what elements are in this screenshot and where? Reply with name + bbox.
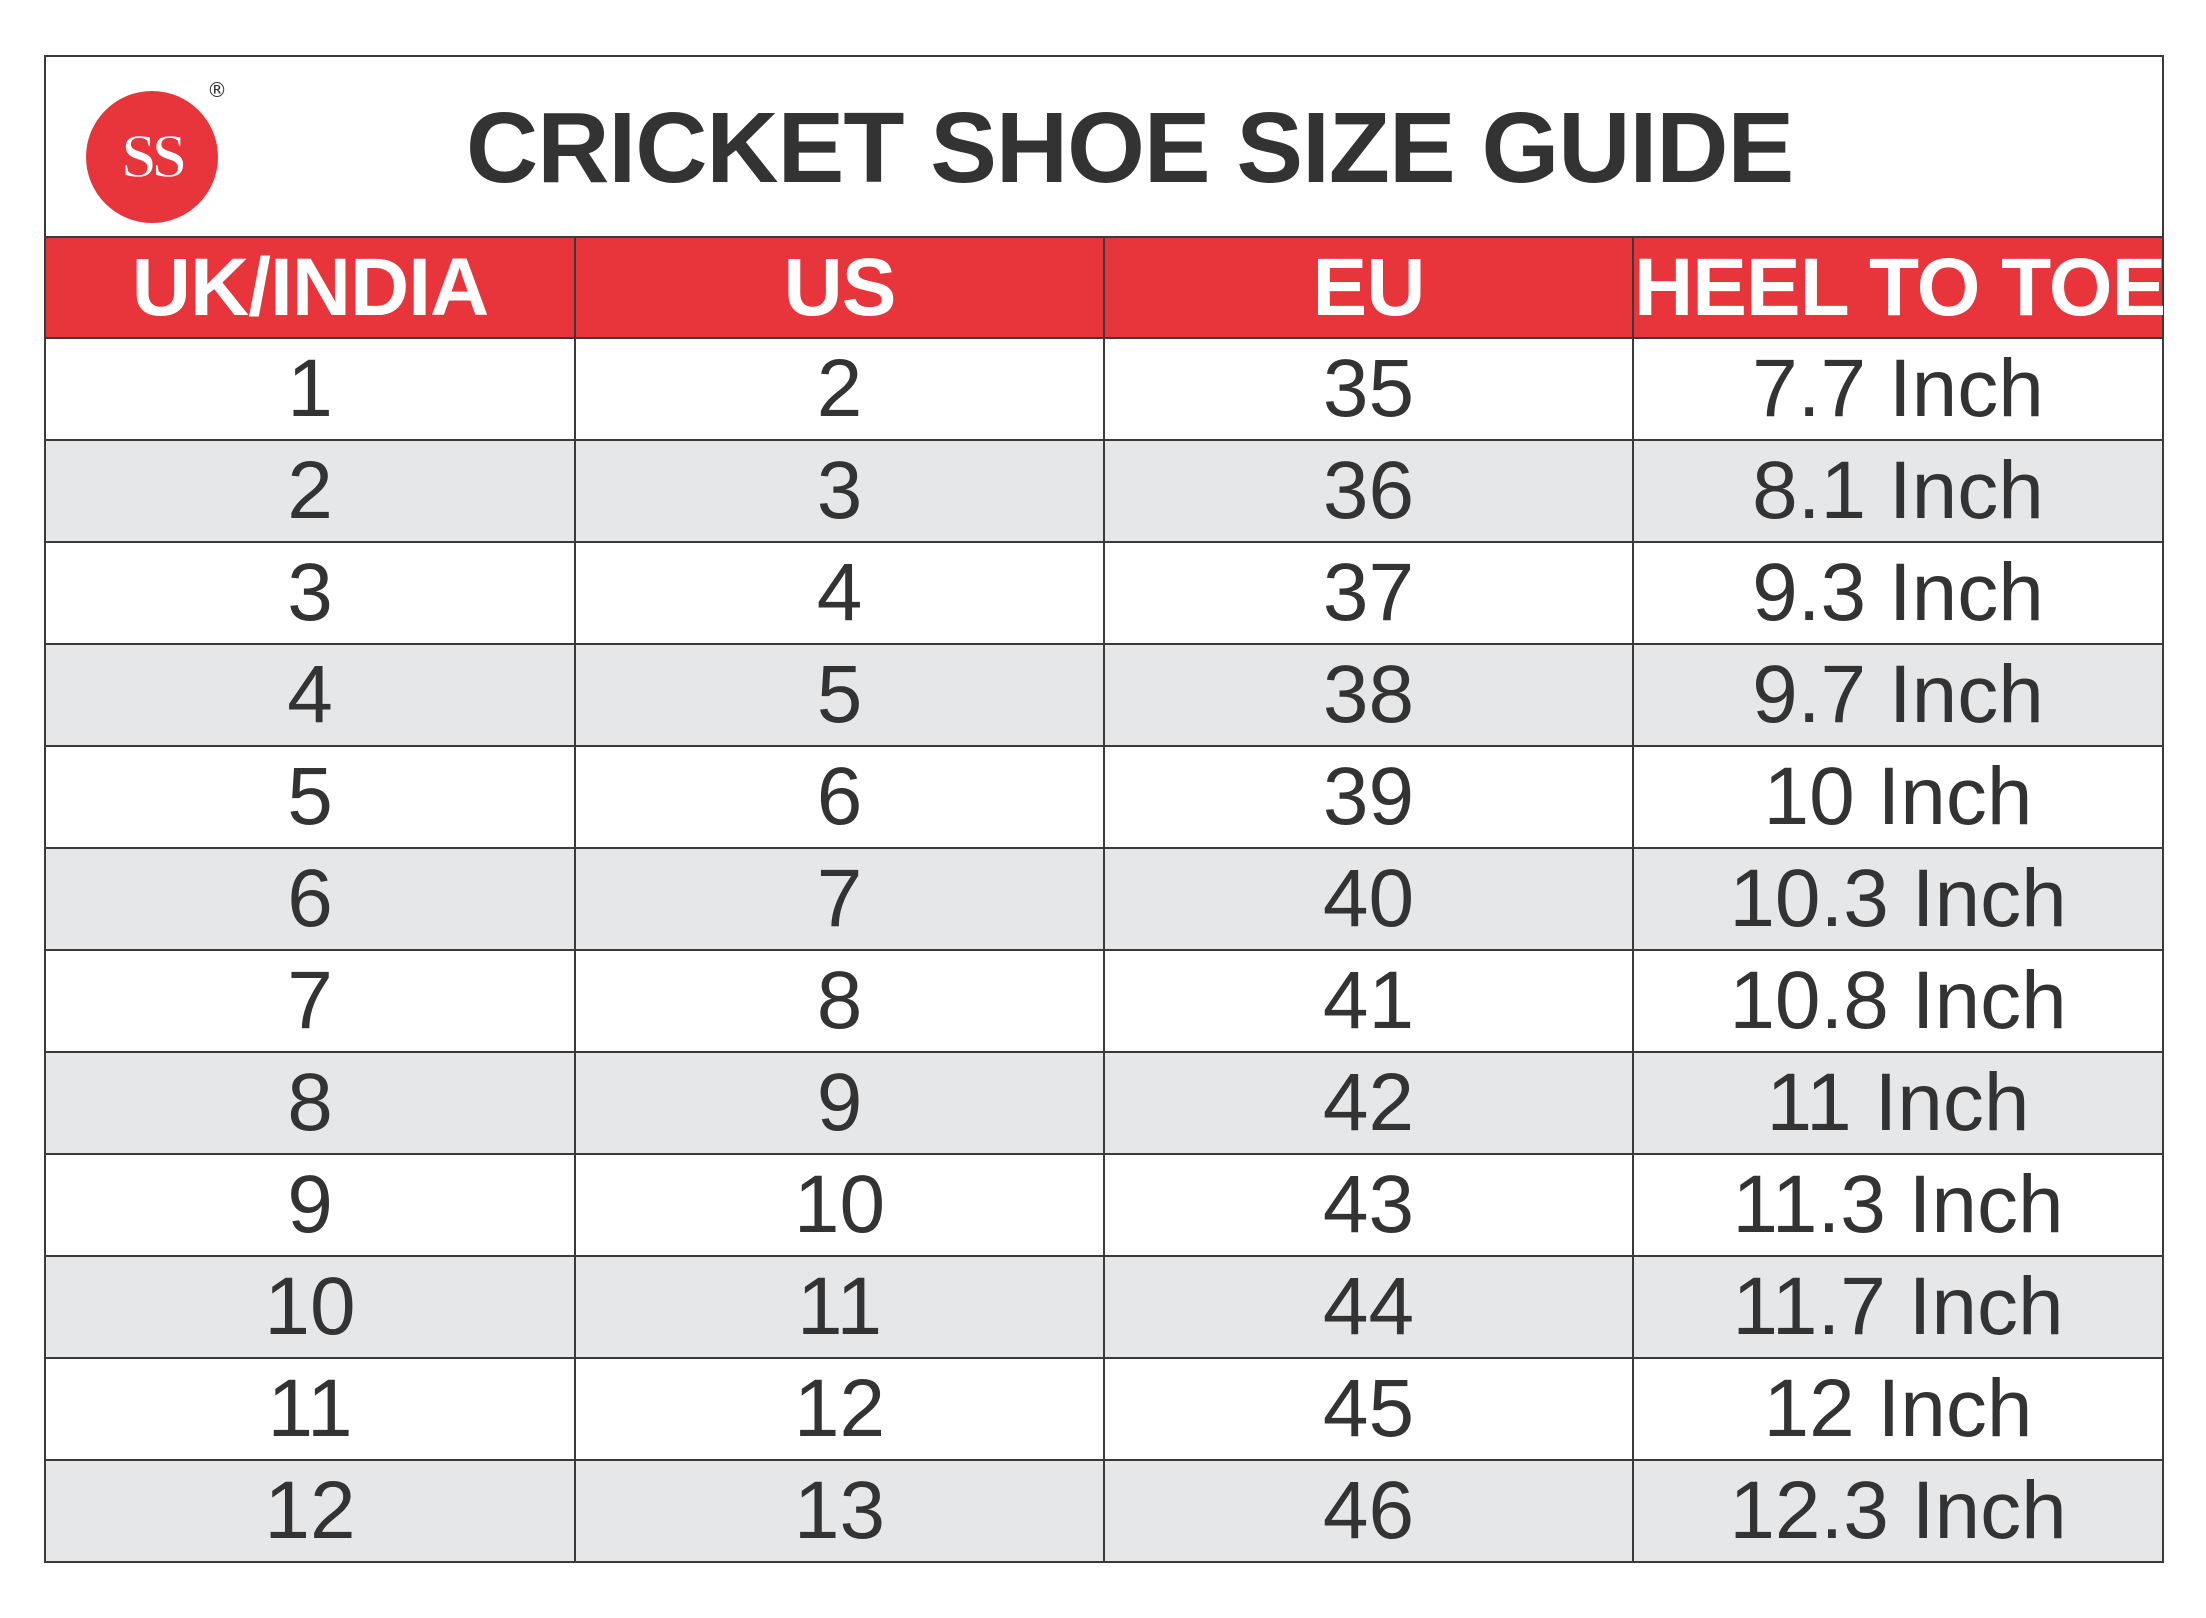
cell-eu: 39 xyxy=(1103,745,1633,848)
cell-heel-to-toe: 10.8 Inch xyxy=(1632,949,2162,1052)
cell-us: 5 xyxy=(574,643,1104,746)
table-row: 6 7 40 10.3 Inch xyxy=(46,847,2162,950)
cell-us: 6 xyxy=(574,745,1104,848)
cell-uk-india: 1 xyxy=(46,337,575,440)
cell-us: 7 xyxy=(574,847,1104,950)
table-row: 9 10 43 11.3 Inch xyxy=(46,1153,2162,1256)
cell-uk-india: 2 xyxy=(46,439,575,542)
table-row: 5 6 39 10 Inch xyxy=(46,745,2162,848)
cell-uk-india: 3 xyxy=(46,541,575,644)
cell-uk-india: 10 xyxy=(46,1255,575,1358)
column-header-us: US xyxy=(574,238,1104,339)
cell-us: 13 xyxy=(574,1459,1104,1561)
cell-uk-india: 12 xyxy=(46,1459,575,1561)
table-row: 12 13 46 12.3 Inch xyxy=(46,1459,2162,1561)
cell-us: 4 xyxy=(574,541,1104,644)
cell-heel-to-toe: 8.1 Inch xyxy=(1632,439,2162,542)
cell-heel-to-toe: 12 Inch xyxy=(1632,1357,2162,1460)
cell-eu: 40 xyxy=(1103,847,1633,950)
cell-heel-to-toe: 11.7 Inch xyxy=(1632,1255,2162,1358)
cell-us: 3 xyxy=(574,439,1104,542)
cell-us: 10 xyxy=(574,1153,1104,1256)
table-row: 11 12 45 12 Inch xyxy=(46,1357,2162,1460)
ss-logo: SS ® xyxy=(86,78,227,223)
cell-uk-india: 8 xyxy=(46,1051,575,1154)
table-header-row: UK/INDIA US EU HEEL TO TOE xyxy=(46,238,2166,339)
table-row: 4 5 38 9.7 Inch xyxy=(46,643,2162,746)
cell-uk-india: 4 xyxy=(46,643,575,746)
column-header-heel-to-toe: HEEL TO TOE xyxy=(1632,238,2166,339)
cell-eu: 46 xyxy=(1103,1459,1633,1561)
cell-eu: 41 xyxy=(1103,949,1633,1052)
cell-us: 12 xyxy=(574,1357,1104,1460)
cell-heel-to-toe: 12.3 Inch xyxy=(1632,1459,2162,1561)
cell-uk-india: 6 xyxy=(46,847,575,950)
table-row: 2 3 36 8.1 Inch xyxy=(46,439,2162,542)
title-bar: SS ® CRICKET SHOE SIZE GUIDE xyxy=(46,57,2162,238)
table-row: 3 4 37 9.3 Inch xyxy=(46,541,2162,644)
table-body: 1 2 35 7.7 Inch 2 3 36 8.1 Inch 3 4 37 9… xyxy=(46,337,2162,1561)
cell-heel-to-toe: 9.3 Inch xyxy=(1632,541,2162,644)
page-title: CRICKET SHOE SIZE GUIDE xyxy=(466,92,1794,204)
cell-us: 11 xyxy=(574,1255,1104,1358)
table-row: 10 11 44 11.7 Inch xyxy=(46,1255,2162,1358)
cell-us: 2 xyxy=(574,337,1104,440)
table-row: 1 2 35 7.7 Inch xyxy=(46,337,2162,440)
cell-eu: 36 xyxy=(1103,439,1633,542)
cell-eu: 35 xyxy=(1103,337,1633,440)
cell-eu: 38 xyxy=(1103,643,1633,746)
table-row: 7 8 41 10.8 Inch xyxy=(46,949,2162,1052)
size-guide-card: SS ® CRICKET SHOE SIZE GUIDE UK/INDIA US… xyxy=(44,55,2166,1563)
cell-uk-india: 9 xyxy=(46,1153,575,1256)
cell-us: 9 xyxy=(574,1051,1104,1154)
logo-text: SS xyxy=(122,123,184,191)
registered-mark: ® xyxy=(207,78,227,102)
cell-uk-india: 11 xyxy=(46,1357,575,1460)
cell-uk-india: 5 xyxy=(46,745,575,848)
cell-heel-to-toe: 10.3 Inch xyxy=(1632,847,2162,950)
cell-heel-to-toe: 9.7 Inch xyxy=(1632,643,2162,746)
cell-heel-to-toe: 11 Inch xyxy=(1632,1051,2162,1154)
cell-heel-to-toe: 11.3 Inch xyxy=(1632,1153,2162,1256)
cell-heel-to-toe: 10 Inch xyxy=(1632,745,2162,848)
cell-eu: 42 xyxy=(1103,1051,1633,1154)
cell-us: 8 xyxy=(574,949,1104,1052)
cell-eu: 43 xyxy=(1103,1153,1633,1256)
column-header-uk-india: UK/INDIA xyxy=(46,238,575,339)
cell-eu: 44 xyxy=(1103,1255,1633,1358)
cell-uk-india: 7 xyxy=(46,949,575,1052)
cell-eu: 45 xyxy=(1103,1357,1633,1460)
table-row: 8 9 42 11 Inch xyxy=(46,1051,2162,1154)
cell-heel-to-toe: 7.7 Inch xyxy=(1632,337,2162,440)
size-table: UK/INDIA US EU HEEL TO TOE 1 2 35 7.7 In… xyxy=(46,238,2166,1561)
cell-eu: 37 xyxy=(1103,541,1633,644)
column-header-eu: EU xyxy=(1103,238,1633,339)
